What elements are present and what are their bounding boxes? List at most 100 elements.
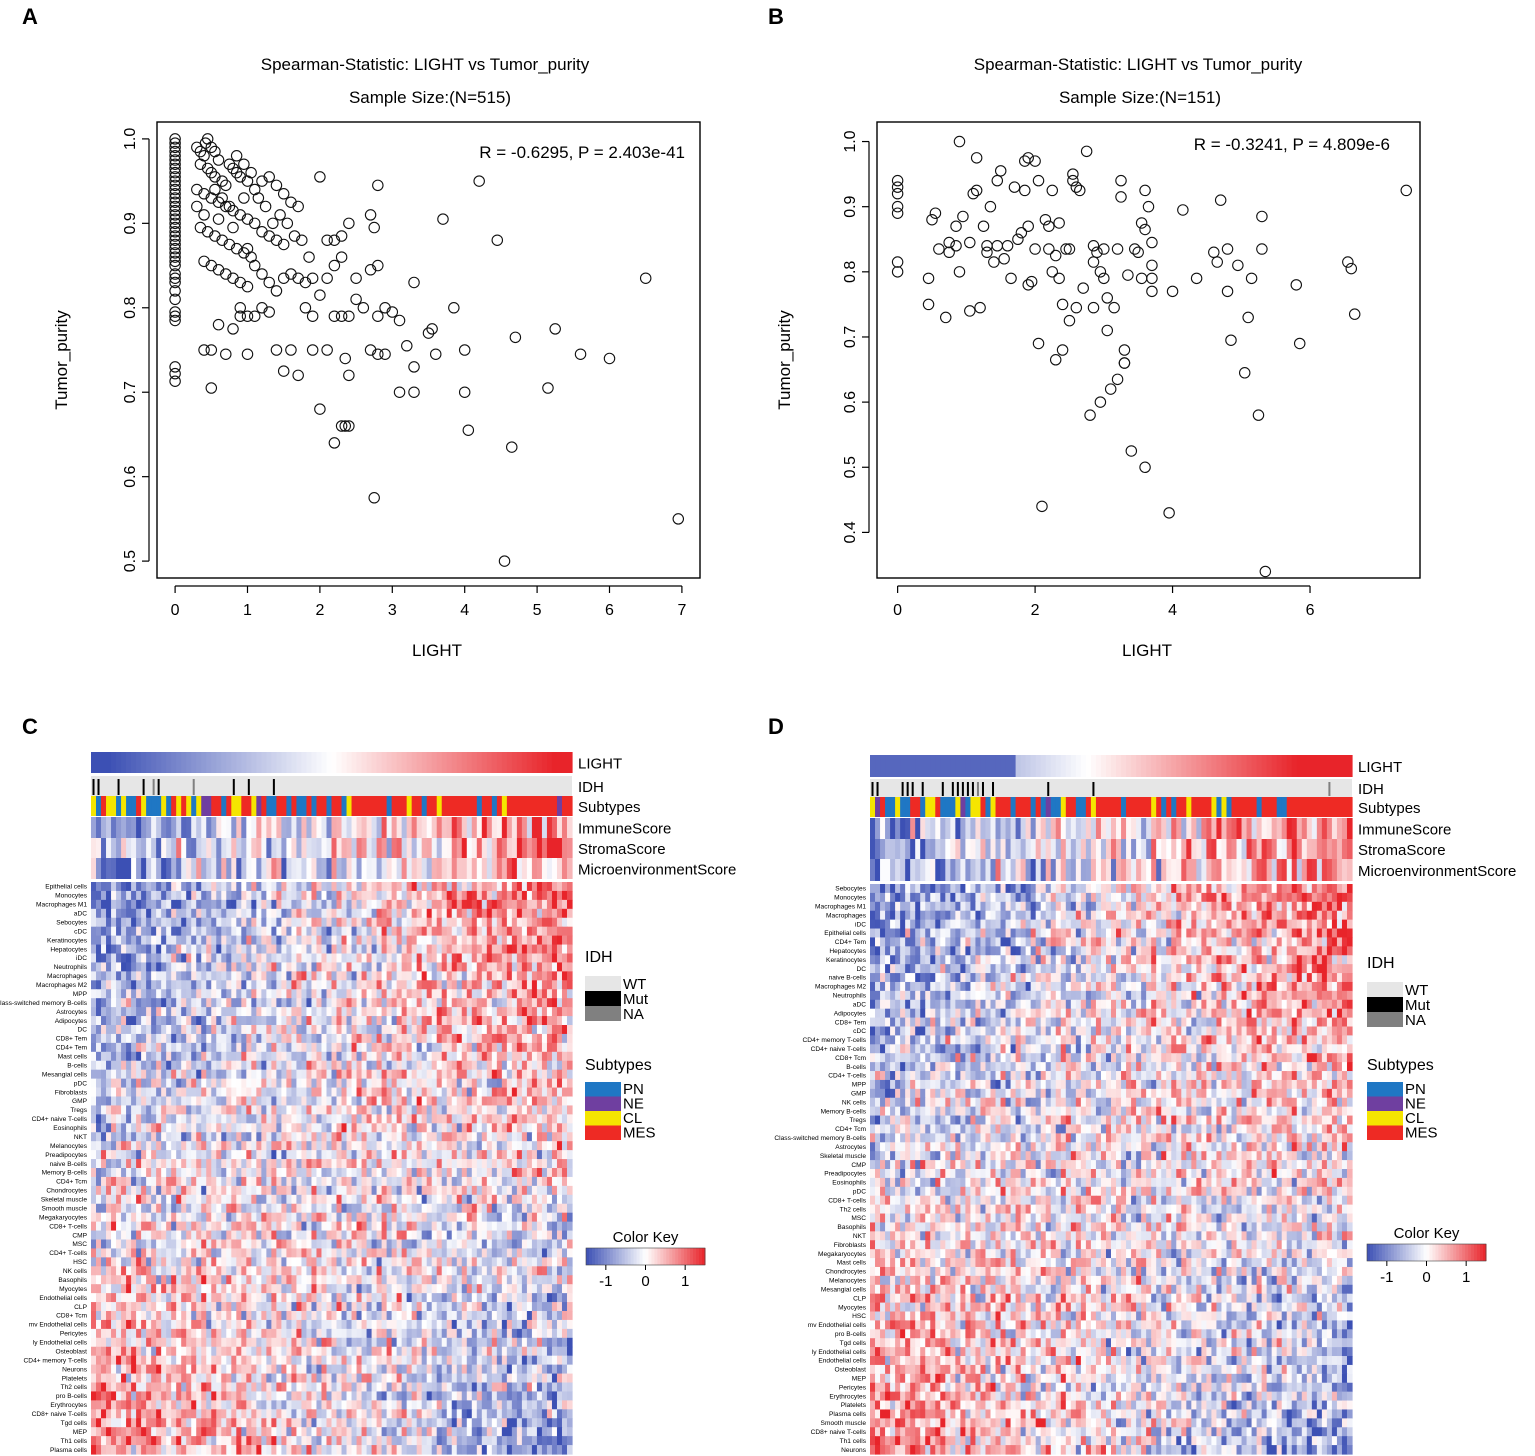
heatmap-c-heat-cell <box>516 890 523 901</box>
heatmap-c-heat-cell <box>401 1016 408 1026</box>
heatmap-c-heat-cell <box>456 1150 463 1160</box>
heatmap-c-score-cell <box>486 817 493 838</box>
heatmap-c-heat-cell <box>186 1096 192 1107</box>
heatmap-c-heat-cell <box>311 1069 318 1080</box>
heatmap-c-heat-cell <box>386 1042 393 1053</box>
heatmap-c-heat-cell <box>266 1239 272 1250</box>
scatter-b-title: Spearman-Statistic: LIGHT vs Tumor_purit… <box>974 55 1303 74</box>
heatmap-c-heat-cell <box>511 971 518 981</box>
heatmap-c-heat-cell <box>91 1096 97 1107</box>
heatmap-c-heat-cell <box>126 953 132 964</box>
heatmap-c-heat-cell <box>541 998 548 1008</box>
heatmap-c-heat-cell <box>386 1105 393 1115</box>
heatmap-c-heat-cell <box>341 1105 348 1115</box>
heatmap-c-heat-cell <box>196 1060 202 1071</box>
heatmap-c-score-cell <box>486 858 493 879</box>
heatmap-c-heat-cell <box>151 1194 157 1205</box>
heatmap-c-heat-cell <box>261 1194 267 1205</box>
heatmap-c-heat-cell <box>506 1042 513 1053</box>
heatmap-c-heat-cell <box>211 944 217 955</box>
scatter-a-point <box>248 310 261 322</box>
heatmap-c-heat-cell <box>261 1105 267 1115</box>
heatmap-c-heat-cell <box>246 989 252 999</box>
heatmap-c-heat-cell <box>241 971 247 981</box>
heatmap-c-heat-cell <box>306 1123 313 1133</box>
heatmap-c-score-cell <box>481 858 488 879</box>
heatmap-c-heat-cell <box>186 1221 192 1232</box>
heatmap-c-score-cell <box>341 817 348 838</box>
heatmap-c-heat-cell <box>356 1168 363 1178</box>
heatmap-c-heat-cell <box>321 890 328 901</box>
heatmap-c-heat-cell <box>376 998 383 1008</box>
heatmap-c-heat-cell <box>346 1176 353 1187</box>
scatter-b-y-tick-label: 0.8 <box>842 261 859 283</box>
heatmap-c-heat-cell <box>416 1221 423 1232</box>
scatter-b-point <box>1049 249 1062 262</box>
heatmap-c-heat-cell <box>401 1248 408 1258</box>
heatmap-c-heat-cell <box>301 935 308 946</box>
heatmap-c-heat-cell <box>441 989 448 999</box>
heatmap-c-heat-cell <box>256 989 262 999</box>
heatmap-c-heat-cell <box>511 980 518 990</box>
heatmap-c-heat-cell <box>501 1185 508 1196</box>
heatmap-c-heat-cell <box>566 1123 573 1133</box>
heatmap-c-score-cell <box>186 858 192 879</box>
heatmap-c-heat-cell <box>441 1060 448 1071</box>
heatmap-c-heat-cell <box>181 1141 187 1151</box>
heatmap-c-heat-cell <box>386 1248 393 1258</box>
heatmap-c-heat-cell <box>306 1069 313 1080</box>
heatmap-c-heat-cell <box>566 1203 573 1214</box>
heatmap-c-heat-cell <box>106 1132 112 1142</box>
heatmap-c-heat-cell <box>271 1176 277 1187</box>
heatmap-c-heat-cell <box>246 953 252 964</box>
heatmap-c-heat-cell <box>521 953 528 964</box>
heatmap-c-heat-cell <box>186 1060 192 1071</box>
heatmap-c-heat-cell <box>231 1194 237 1205</box>
heatmap-c-heat-cell <box>266 899 272 910</box>
heatmap-c-heat-cell <box>116 908 122 919</box>
heatmap-c-heat-cell <box>186 1150 192 1160</box>
heatmap-c-heat-cell <box>196 1016 202 1026</box>
heatmap-c-heat-cell <box>246 1033 252 1044</box>
heatmap-c-heat-cell <box>551 1185 558 1196</box>
scatter-b-point <box>1111 373 1124 386</box>
heatmap-c-heat-cell <box>491 1203 498 1214</box>
heatmap-c-heat-cell <box>166 971 172 981</box>
heatmap-c-heat-cell <box>546 1239 553 1250</box>
heatmap-c-heat-cell <box>326 1087 333 1098</box>
scatter-a-point <box>270 344 283 356</box>
scatter-b-point <box>967 187 979 200</box>
heatmap-c-heat-cell <box>161 1257 167 1267</box>
heatmap-c-heat-cell <box>386 1150 393 1160</box>
heatmap-c-heat-cell <box>141 1105 147 1115</box>
heatmap-c-heat-cell <box>311 1123 318 1133</box>
heatmap-c-heat-cell <box>491 1007 498 1017</box>
heatmap-c-heat-cell <box>416 1025 423 1035</box>
heatmap-c-heat-cell <box>496 1248 503 1258</box>
heatmap-c-heat-cell <box>311 971 318 981</box>
heatmap-c-score-cell <box>116 858 122 879</box>
heatmap-c-heat-cell <box>511 1033 518 1044</box>
heatmap-c-heat-cell <box>466 1159 473 1169</box>
heatmap-c-heat-cell <box>161 1176 167 1187</box>
heatmap-c-heat-cell <box>386 1176 393 1187</box>
heatmap-c-heat-cell <box>371 890 378 901</box>
heatmap-c-heat-cell <box>96 1007 102 1017</box>
scatter-b-point <box>1242 311 1254 324</box>
heatmap-c-heat-cell <box>296 1168 303 1178</box>
heatmap-c-heat-cell <box>161 882 167 892</box>
heatmap-c-heat-cell <box>451 1114 458 1124</box>
heatmap-c-heat-cell <box>176 1159 182 1169</box>
heatmap-c-heat-cell <box>306 1051 313 1062</box>
heatmap-c-heat-cell <box>306 917 313 928</box>
heatmap-c-heat-cell <box>146 998 152 1008</box>
heatmap-c-heat-cell <box>371 1105 378 1115</box>
heatmap-c-score-cell <box>436 817 443 838</box>
heatmap-c-heat-cell <box>296 1159 303 1169</box>
heatmap-c-heat-cell <box>161 1060 167 1071</box>
heatmap-c-heat-cell <box>306 1087 313 1098</box>
heatmap-c-heat-cell <box>536 1132 543 1142</box>
heatmap-c-heat-cell <box>346 1248 353 1258</box>
heatmap-c-heat-cell <box>481 1096 488 1107</box>
heatmap-c-score-cell <box>481 817 488 838</box>
